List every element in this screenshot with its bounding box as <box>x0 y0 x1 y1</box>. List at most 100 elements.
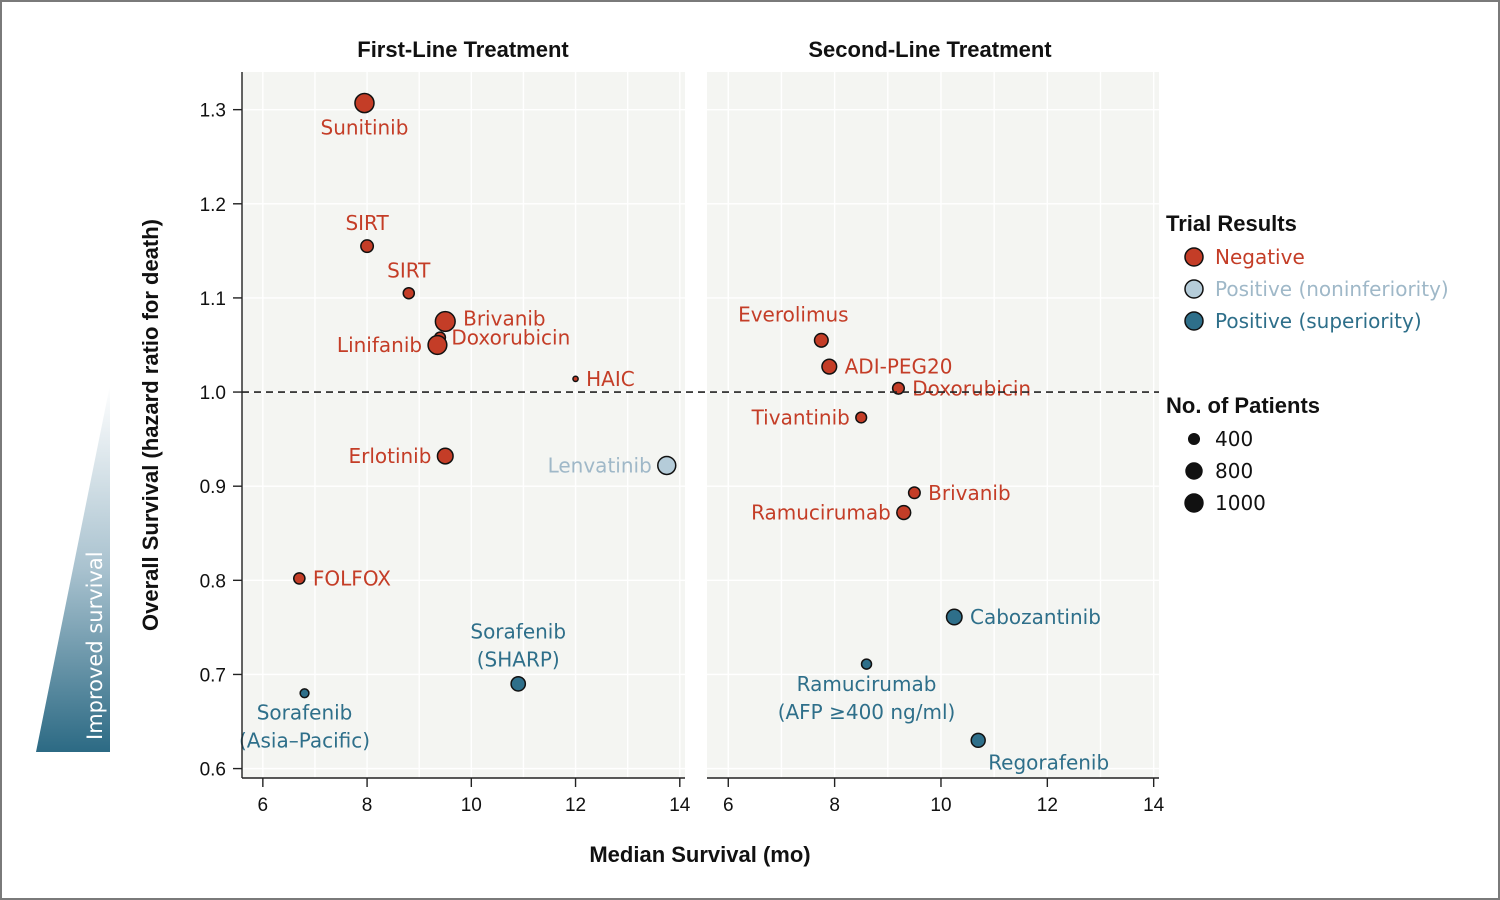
legend-size-label: 400 <box>1215 427 1253 451</box>
improved-survival-wedge <box>36 385 110 752</box>
data-point <box>427 334 448 356</box>
point-label: Erlotinib <box>348 444 431 468</box>
point-label: Doxorubicin <box>912 376 1031 400</box>
y-axis-title: Overall Survival (hazard ratio for death… <box>138 219 163 631</box>
data-point <box>292 572 306 585</box>
panel-second-line-axes: 6 8 10 12 14 <box>707 777 1165 816</box>
data-point <box>360 239 375 254</box>
x-tick-label: 8 <box>829 795 840 816</box>
legend-result-label: Positive (superiority) <box>1215 309 1422 333</box>
point-label-line: (AFP ≥400 ng/ml) <box>778 700 956 724</box>
data-point <box>860 658 873 670</box>
x-tick-label: 12 <box>1037 795 1058 816</box>
point-label: Linifanib <box>337 333 422 357</box>
point-label: Brivanib <box>928 481 1011 505</box>
legend-size-marker <box>1185 462 1203 480</box>
data-point <box>821 358 838 375</box>
data-point <box>896 504 912 521</box>
point-label-line: Sorafenib <box>470 620 566 644</box>
panel-second-line-grid <box>707 72 1159 778</box>
y-tick-label: 0.6 <box>200 760 226 781</box>
point-label: FOLFOX <box>313 566 391 590</box>
legend-result-marker <box>1184 279 1204 299</box>
legend-size-label: 800 <box>1215 459 1253 483</box>
point-label-line: (Asia–Pacific) <box>239 729 370 753</box>
data-point <box>354 92 375 114</box>
point-label-line: (SHARP) <box>477 648 560 672</box>
point-label: Lenvatinib <box>548 453 652 477</box>
data-point <box>891 381 906 395</box>
improved-survival-annotation: Improved survival <box>36 385 110 752</box>
point-label: Ramucirumab <box>751 501 891 525</box>
x-tick-label: 14 <box>1143 795 1165 816</box>
y-axis: 0.6 0.7 0.8 0.9 1.0 1.1 1.2 1.3 <box>200 72 243 781</box>
point-label-line: Ramucirumab <box>797 672 937 696</box>
data-point <box>402 286 416 300</box>
panel-second-line-background <box>707 72 1159 778</box>
x-tick-label: 10 <box>461 795 482 816</box>
point-label: Sorafenib (SHARP) <box>470 620 566 672</box>
legend-size-entries: 400 800 1000 <box>1184 427 1266 515</box>
y-tick-label: 1.2 <box>200 195 226 216</box>
legend-result-label: Negative <box>1215 245 1305 269</box>
data-point <box>436 447 454 465</box>
point-label: Sunitinib <box>321 116 409 140</box>
data-point <box>657 455 677 476</box>
point-label: Tivantinib <box>751 405 850 429</box>
point-label: HAIC <box>586 367 635 391</box>
panel-first-line-background <box>242 72 685 778</box>
improved-survival-label: Improved survival <box>83 551 107 740</box>
y-tick-label: 0.7 <box>200 665 226 686</box>
x-tick-label: 12 <box>565 795 586 816</box>
data-point <box>945 608 963 626</box>
legend-size-marker <box>1184 493 1204 513</box>
data-point <box>510 675 527 692</box>
point-label: SIRT <box>345 211 389 235</box>
x-tick-label: 6 <box>723 795 734 816</box>
panel-second-line-title: Second-Line Treatment <box>808 37 1052 62</box>
legend-results-title: Trial Results <box>1166 211 1297 236</box>
data-point <box>813 332 829 348</box>
point-label: Doxorubicin <box>451 325 570 349</box>
legend-result-marker <box>1184 247 1204 267</box>
point-label: Sorafenib (Asia–Pacific) <box>239 701 370 753</box>
panel-first-line-axes: 6 8 10 12 14 <box>242 777 691 816</box>
legend-results-entries: Negative Positive (noninferiority) Positiv… <box>1184 245 1449 333</box>
legend-size-label: 1000 <box>1215 491 1266 515</box>
y-tick-label: 0.8 <box>200 571 226 592</box>
x-tick-label: 6 <box>258 795 269 816</box>
x-axis-title: Median Survival (mo) <box>589 842 810 867</box>
legend-size-title: No. of Patients <box>1166 393 1320 418</box>
legend-result-label: Positive (noninferiority) <box>1215 277 1449 301</box>
point-label: SIRT <box>387 259 431 283</box>
point-label: Cabozantinib <box>970 605 1101 629</box>
point-label: Everolimus <box>738 302 849 326</box>
y-tick-label: 1.3 <box>200 101 226 122</box>
data-point <box>572 375 579 383</box>
panel-second-line: Second-Line Treatment 6 8 10 12 14 Everolimu… <box>707 37 1165 816</box>
point-label: Brivanib <box>463 306 546 330</box>
y-tick-label: 0.9 <box>200 477 226 498</box>
point-label: ADI-PEG20 <box>845 355 953 379</box>
legend: Trial Results Negative Positive (noninfer… <box>1166 211 1449 515</box>
data-point <box>434 310 456 333</box>
x-tick-label: 14 <box>669 795 691 816</box>
panel-first-line: First-Line Treatment 6 8 10 12 14 SunitinibS… <box>239 37 691 816</box>
legend-size-marker <box>1187 432 1201 446</box>
point-label: Ramucirumab (AFP ≥400 ng/ml) <box>778 672 956 724</box>
data-point <box>855 411 868 424</box>
point-label: Regorafenib <box>988 750 1109 774</box>
legend-result-marker <box>1184 311 1204 331</box>
data-point <box>907 486 921 500</box>
panel-first-line-title: First-Line Treatment <box>357 37 569 62</box>
y-tick-label: 1.1 <box>200 289 226 310</box>
y-tick-label: 1.0 <box>200 383 226 404</box>
data-point <box>299 688 310 699</box>
x-tick-label: 10 <box>930 795 951 816</box>
data-point <box>970 732 986 749</box>
x-tick-label: 8 <box>362 795 373 816</box>
point-label-line: Sorafenib <box>257 701 353 725</box>
